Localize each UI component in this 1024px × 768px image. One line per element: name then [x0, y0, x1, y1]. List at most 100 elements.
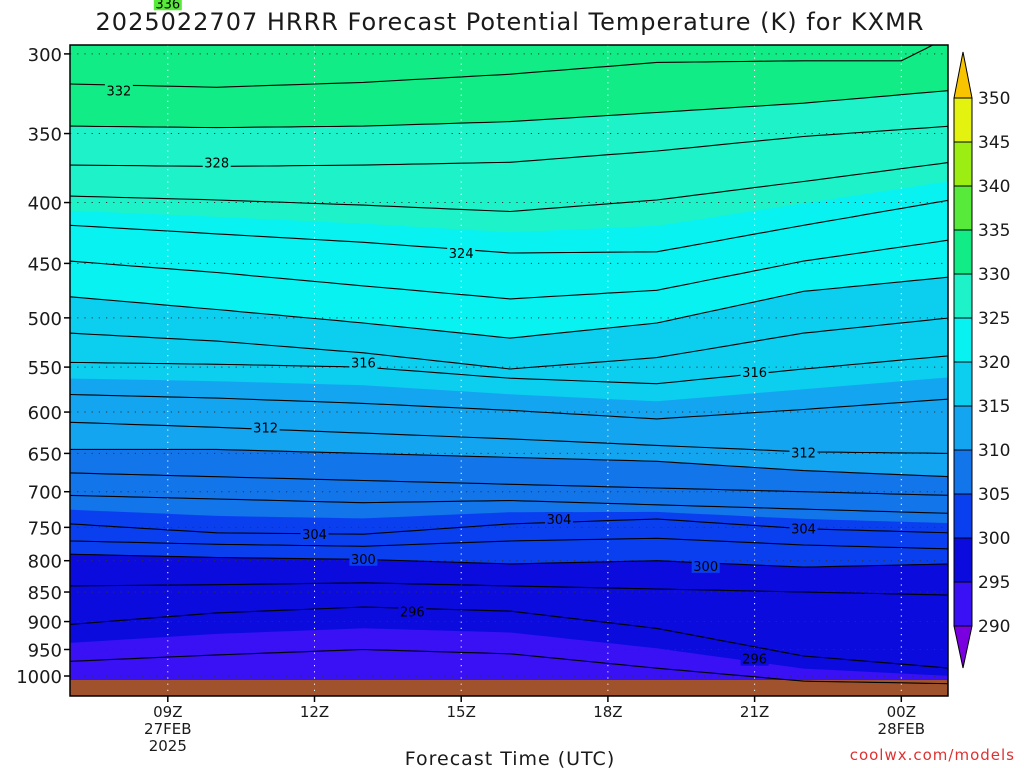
contour-label-bg [740, 364, 769, 379]
contour-label: 312 [789, 445, 818, 462]
colorbar-swatch [953, 97, 973, 143]
colorbar-label: 300 [978, 529, 1010, 549]
y-tick-label: 400 [28, 194, 62, 215]
contour-label-text: 316 [351, 356, 376, 371]
x-tick-label: 27FEB [144, 720, 191, 738]
contour-label-bg [789, 521, 818, 536]
contour-label-text: 316 [742, 366, 767, 381]
y-tick-label: 850 [28, 583, 62, 604]
y-tick-label: 1000 [16, 667, 62, 688]
theta-contour-326 [70, 162, 948, 213]
contour-label: 304 [789, 521, 818, 538]
contour-label: 296 [398, 604, 427, 621]
colorbar-swatch [953, 185, 973, 231]
colorbar-label: 345 [978, 133, 1010, 153]
contour-label-bg [447, 245, 476, 260]
plot-frame [69, 44, 949, 697]
contour-label: 304 [300, 527, 329, 543]
x-tick-label: 2025 [149, 737, 187, 755]
contour-label-bg [104, 83, 133, 98]
contour-label-text: 304 [791, 523, 816, 538]
contour-label-bg [398, 604, 427, 619]
y-tick-label: 700 [28, 483, 62, 504]
contour-label-bg [545, 512, 573, 527]
colorbar-swatch [953, 449, 973, 495]
contour-label-text: 324 [449, 247, 474, 262]
colorbar-label: 340 [978, 177, 1010, 197]
theta-filled-contours [70, 45, 948, 696]
contour-label: 324 [447, 245, 476, 262]
theta-contour-316 [70, 355, 948, 385]
contour-label-text: 296 [400, 606, 425, 621]
x-tick-label: 15Z [447, 703, 476, 721]
contour-label: 304 [545, 512, 573, 528]
theta-contour-314 [70, 393, 948, 420]
colorbar-label: 330 [978, 265, 1010, 285]
theta-contour-324 [70, 199, 948, 254]
pressure-axis: 2503003504004505005506006507007508008509… [16, 45, 70, 688]
theta-contour-310 [70, 448, 948, 478]
contour-label: 312 [251, 420, 280, 436]
y-tick-label: 600 [28, 403, 62, 424]
contour-label-text: 312 [253, 421, 278, 436]
ground-surface [70, 680, 948, 696]
contour-label: 316 [349, 355, 378, 371]
colorbar-label: 305 [978, 485, 1010, 505]
colorbar-label: 290 [978, 617, 1010, 637]
theta-contour-332 [70, 45, 935, 88]
contour-label: 296 [740, 651, 769, 668]
contour-label-bg [691, 558, 720, 573]
x-tick-label: 00Z [887, 703, 916, 721]
y-tick-label: 300 [28, 45, 62, 66]
contour-label: 328 [202, 155, 231, 171]
colorbar-swatch [953, 493, 973, 539]
colorbar-triangle-high [953, 51, 973, 99]
theta-contour-300 [70, 553, 948, 568]
contour-label-text: 332 [106, 84, 131, 99]
contour-label-bg [349, 355, 378, 370]
colorbar-swatch [953, 581, 973, 627]
contour-label-bg [789, 445, 818, 460]
colorbar-label: 320 [978, 353, 1010, 373]
colorbar-swatch [953, 317, 973, 363]
contour-labels: 3443403363323283243163163123123043043043… [104, 0, 818, 668]
theta-contour-330 [70, 90, 948, 129]
y-tick-label: 900 [28, 613, 62, 634]
credit-text: coolwx.com/models [850, 746, 1015, 764]
theta-contour-294 [70, 648, 948, 685]
contour-label-text: 336 [155, 0, 180, 12]
colorbar-label: 310 [978, 441, 1010, 461]
contour-label-bg [300, 527, 329, 542]
contour-label-text: 312 [791, 447, 816, 462]
contour-label-bg [202, 155, 231, 170]
contour-label-bg [153, 0, 182, 11]
theta-contour-318 [70, 317, 948, 370]
contour-label-bg [251, 420, 280, 435]
theta-contour-308 [70, 472, 948, 496]
contour-label-text: 296 [742, 653, 767, 668]
contour-label: 300 [691, 558, 720, 575]
theta-band [70, 45, 948, 128]
colorbar-swatch [953, 361, 973, 407]
contour-label: 300 [349, 551, 378, 568]
x-tick-label: 09Z [153, 703, 182, 721]
contour-label: 336 [153, 0, 182, 12]
colorbar-label: 295 [978, 573, 1010, 593]
colorbar-label: 350 [978, 89, 1010, 109]
x-tick-label: 21Z [740, 703, 769, 721]
y-tick-label: 550 [28, 358, 62, 379]
contour-label-text: 300 [693, 560, 718, 575]
y-tick-label: 950 [28, 640, 62, 661]
colorbar-swatch [953, 405, 973, 451]
theta-contour-302 [70, 537, 948, 550]
chart-title: 2025022707 HRRR Forecast Potential Tempe… [96, 8, 925, 36]
x-axis-label: Forecast Time (UTC) [405, 748, 615, 768]
y-tick-label: 450 [28, 254, 62, 275]
colorbar-swatch [953, 537, 973, 583]
x-tick-label: 12Z [300, 703, 329, 721]
colorbar-label: 335 [978, 221, 1010, 241]
colorbar: 290 295 300 305 310 315 320 325 330 335 340 345 350 [953, 51, 1010, 669]
contour-label-text: 304 [547, 513, 572, 528]
theta-contour-320 [70, 276, 948, 339]
y-tick-label: 350 [28, 125, 62, 146]
